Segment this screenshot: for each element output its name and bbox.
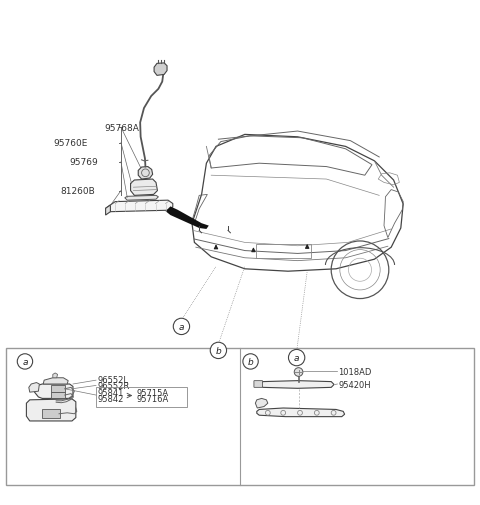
Text: 1018AD: 1018AD xyxy=(338,367,372,376)
Polygon shape xyxy=(29,383,39,392)
Text: 95841: 95841 xyxy=(98,388,124,397)
Polygon shape xyxy=(166,207,209,229)
Polygon shape xyxy=(125,196,158,201)
Text: 95842: 95842 xyxy=(98,394,124,403)
Text: 96552L: 96552L xyxy=(97,375,129,384)
Polygon shape xyxy=(106,201,173,212)
Polygon shape xyxy=(35,384,73,398)
Polygon shape xyxy=(131,180,157,196)
Text: 95420H: 95420H xyxy=(338,380,371,389)
Polygon shape xyxy=(53,373,58,378)
FancyBboxPatch shape xyxy=(51,392,65,398)
Polygon shape xyxy=(154,64,167,76)
Polygon shape xyxy=(255,398,268,408)
Circle shape xyxy=(294,368,303,377)
Text: b: b xyxy=(248,357,253,366)
Text: a: a xyxy=(22,357,28,366)
Circle shape xyxy=(17,354,33,369)
Polygon shape xyxy=(260,381,334,388)
Text: 95760E: 95760E xyxy=(53,139,87,148)
Polygon shape xyxy=(106,206,110,216)
FancyBboxPatch shape xyxy=(51,386,65,392)
Circle shape xyxy=(210,342,227,359)
Text: a: a xyxy=(179,322,184,331)
Text: a: a xyxy=(294,354,300,363)
FancyBboxPatch shape xyxy=(42,410,60,418)
Polygon shape xyxy=(257,408,345,417)
Text: 96552R: 96552R xyxy=(97,381,130,390)
FancyBboxPatch shape xyxy=(6,348,474,485)
Polygon shape xyxy=(43,378,68,384)
Text: 95769: 95769 xyxy=(70,158,98,167)
Polygon shape xyxy=(26,399,76,421)
Circle shape xyxy=(288,350,305,366)
Text: 81260B: 81260B xyxy=(60,187,95,195)
Text: 95768A: 95768A xyxy=(104,123,139,132)
Polygon shape xyxy=(138,167,153,180)
Text: 95716A: 95716A xyxy=(137,394,169,403)
FancyBboxPatch shape xyxy=(254,381,263,388)
Circle shape xyxy=(173,319,190,335)
Circle shape xyxy=(243,354,258,369)
Text: 95715A: 95715A xyxy=(137,388,169,397)
Text: b: b xyxy=(216,346,221,355)
